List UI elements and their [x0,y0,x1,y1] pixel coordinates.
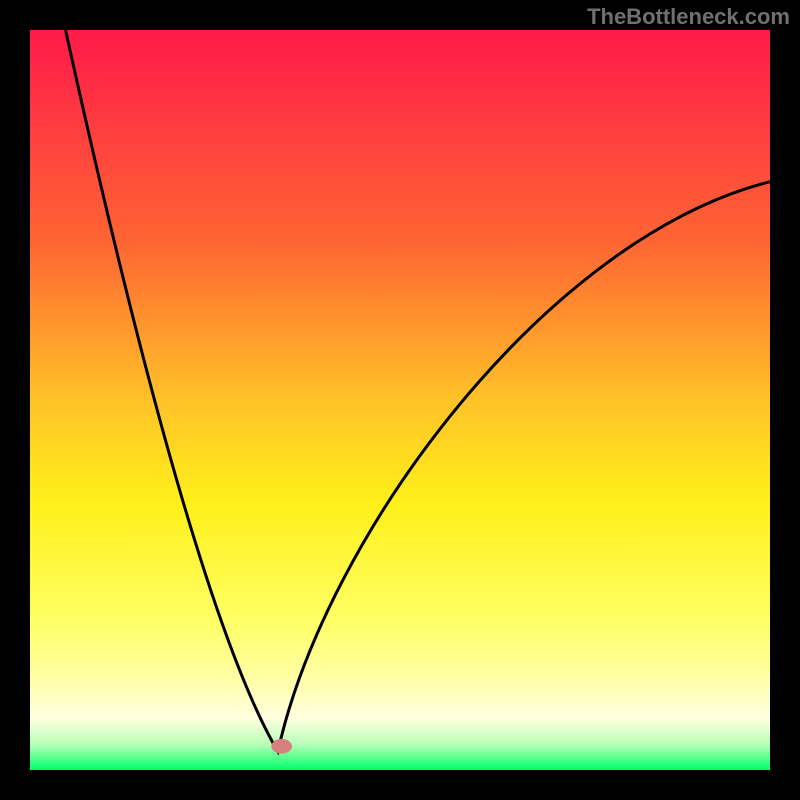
minimum-marker [271,739,292,754]
plot-background [30,30,770,770]
chart-container: TheBottleneck.com [0,0,800,800]
bottleneck-chart [0,0,800,800]
watermark-text: TheBottleneck.com [587,4,790,30]
